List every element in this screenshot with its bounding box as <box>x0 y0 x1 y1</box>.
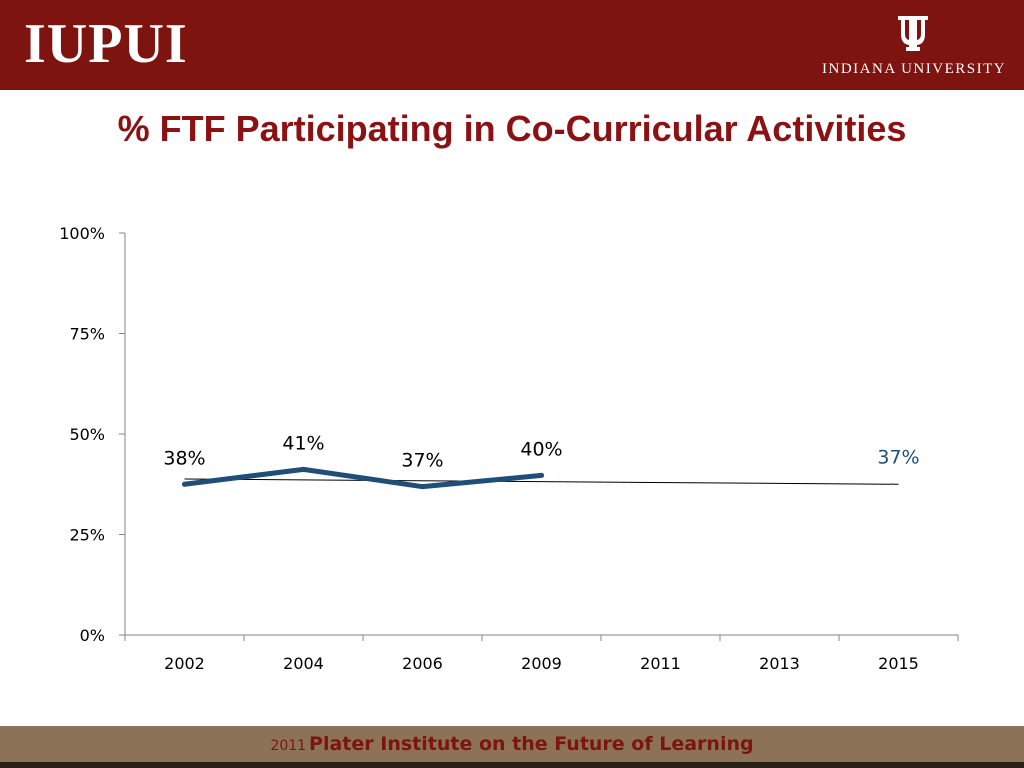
data-label: 41% <box>282 432 324 454</box>
y-tick-label: 75% <box>69 325 105 344</box>
y-tick-label: 25% <box>69 526 105 545</box>
footer-edge <box>0 762 1024 768</box>
footer-caption: 2011 Plater Institute on the Future of Le… <box>0 733 1024 755</box>
indiana-university-wordmark: INDIANA UNIVERSITY <box>822 61 1007 77</box>
data-point <box>301 466 306 472</box>
data-label: 37% <box>401 450 443 472</box>
x-tick-label: 2015 <box>878 654 919 673</box>
data-point <box>182 481 187 487</box>
trendline <box>184 478 899 485</box>
iupui-logo-text: IUPUI <box>24 13 188 75</box>
iu-trident-icon <box>898 16 928 51</box>
header-bar: IUPUI INDIANA UNIVERSITY <box>0 0 1024 90</box>
x-tick-label: 2002 <box>164 654 205 673</box>
y-tick-label: 100% <box>59 224 105 243</box>
line-chart: 0% 25% 50% 75% 100% 2002 2004 2006 2009 2011 2013 2… <box>59 224 959 673</box>
data-label: 38% <box>163 447 205 469</box>
footer-institute-name: Plater Institute on the Future of Learni… <box>309 733 754 755</box>
x-tick-label: 2011 <box>640 654 681 673</box>
footer-year: 2011 <box>270 738 307 754</box>
x-tick-label: 2009 <box>521 654 562 673</box>
data-label: 40% <box>520 438 562 460</box>
x-tick-label: 2013 <box>759 654 800 673</box>
series-line <box>182 466 544 490</box>
trendline-label: 37% <box>877 446 919 468</box>
data-point <box>420 484 425 490</box>
x-tick-label: 2006 <box>402 654 443 673</box>
x-tick-label: 2004 <box>283 654 324 673</box>
footer-band <box>0 726 1024 762</box>
y-tick-label: 0% <box>80 626 105 645</box>
data-point <box>539 472 544 478</box>
slide-title: % FTF Participating in Co-Curricular Act… <box>117 108 907 149</box>
y-tick-label: 50% <box>69 425 105 444</box>
